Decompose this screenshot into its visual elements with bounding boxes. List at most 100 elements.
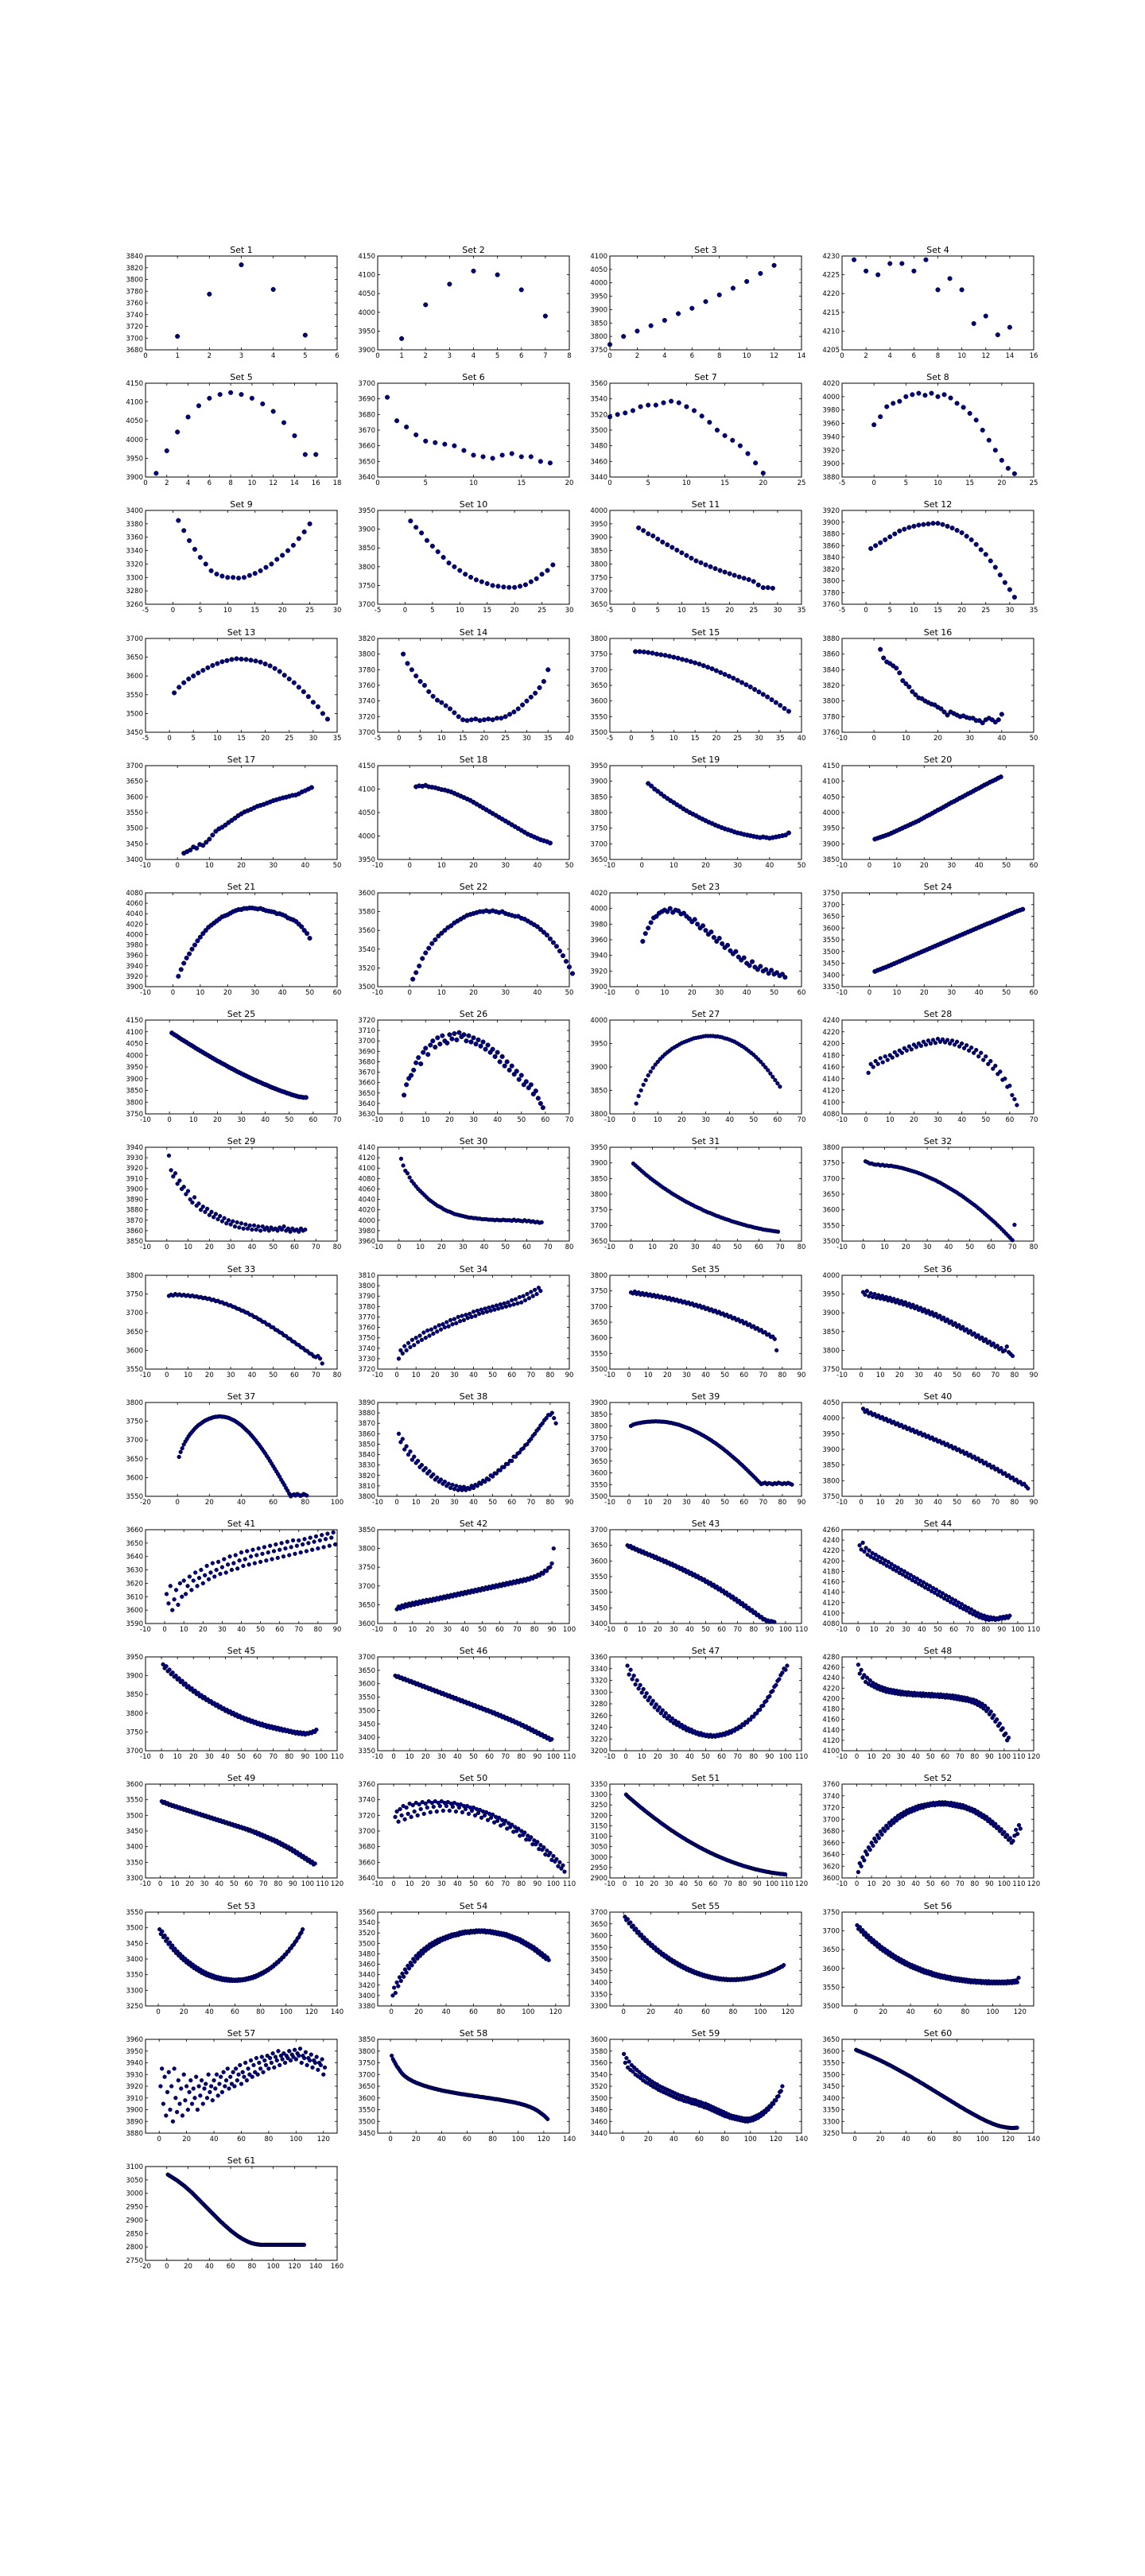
data-point <box>926 1309 931 1313</box>
y-tick-label: 3940 <box>126 1144 143 1152</box>
data-point <box>181 1578 186 1583</box>
y-tick-label: 3700 <box>358 1038 375 1046</box>
x-tick-label: 30 <box>755 735 763 743</box>
x-tick-label: 60 <box>485 1753 494 1761</box>
data-point <box>396 1356 402 1361</box>
y-tick-label: 3980 <box>822 407 840 415</box>
data-point <box>523 1079 529 1084</box>
data-point <box>688 659 693 665</box>
plot-title: Set 41 <box>227 1519 256 1529</box>
x-tick-label: -10 <box>372 989 383 997</box>
data-point <box>303 1227 308 1232</box>
y-tick-label: 4100 <box>590 253 607 261</box>
subplot-32: Set 32-10 0 10 20 30 40 50 60 70 8035003550360036… <box>822 1136 1038 1251</box>
data-point <box>258 1228 263 1233</box>
data-point <box>544 933 549 938</box>
y-tick-label: 3750 <box>590 574 607 582</box>
x-tick-label: 10 <box>205 862 214 870</box>
x-tick-label: 70 <box>759 1371 767 1379</box>
y-tick-label: 3500 <box>590 1366 607 1374</box>
x-tick-label: 5 <box>495 352 499 360</box>
data-point <box>926 1038 931 1043</box>
y-tick-label: 3940 <box>590 952 607 960</box>
data-point <box>324 716 331 722</box>
data-point <box>868 1061 873 1066</box>
subplot-4: Set 40 2 4 6 8 10 12 14 164205421042154220422542… <box>822 245 1038 360</box>
data-point <box>185 414 191 420</box>
data-point <box>954 401 960 406</box>
y-tick-label: 3700 <box>590 1527 607 1534</box>
plot-frame <box>609 765 802 860</box>
data-point <box>433 440 438 445</box>
data-point <box>200 843 206 848</box>
y-tick-label: 3620 <box>126 1580 143 1588</box>
x-tick-label: 30 <box>450 1499 459 1507</box>
data-point <box>550 940 556 945</box>
data-point <box>270 409 276 414</box>
x-tick-label: 40 <box>453 1753 462 1761</box>
x-tick-label: 100 <box>315 1753 328 1761</box>
data-point <box>770 585 775 591</box>
y-tick-label: 3760 <box>358 1325 375 1333</box>
data-point <box>385 394 390 400</box>
data-point <box>910 689 915 694</box>
data-point <box>495 272 500 277</box>
x-tick-label: 10 <box>933 479 942 487</box>
data-point <box>260 1551 265 1556</box>
data-point <box>945 523 950 529</box>
data-point <box>477 718 483 724</box>
data-point <box>949 1319 954 1324</box>
data-point <box>404 425 409 430</box>
data-point <box>484 1309 490 1314</box>
data-point <box>736 574 742 580</box>
plot-title: Set 35 <box>692 1264 720 1274</box>
y-tick-label: 4100 <box>358 272 375 280</box>
data-point <box>254 1553 259 1558</box>
x-tick-label: 20 <box>469 989 478 997</box>
data-point <box>980 1335 984 1340</box>
data-point <box>183 1681 188 1686</box>
data-point <box>401 1163 406 1168</box>
y-tick-label: 3900 <box>126 983 143 991</box>
data-point <box>903 394 909 399</box>
data-point <box>522 1298 528 1303</box>
data-point <box>712 566 718 572</box>
data-point <box>661 400 666 405</box>
data-point <box>883 1294 889 1300</box>
y-tick-label: 3800 <box>358 564 375 572</box>
data-point <box>947 1041 953 1046</box>
y-tick-label: 3560 <box>590 380 607 388</box>
plot-title: Set 31 <box>692 1136 720 1146</box>
data-point <box>648 323 654 328</box>
data-point <box>499 1053 505 1059</box>
data-point <box>270 1557 274 1562</box>
x-tick-label: 15 <box>965 479 974 487</box>
x-tick-label: 50 <box>269 1243 278 1251</box>
data-point <box>547 840 553 846</box>
data-point <box>185 1584 190 1589</box>
y-tick-label: 3950 <box>590 762 607 770</box>
y-tick-label: 3360 <box>590 1654 607 1662</box>
x-tick-label: 1 <box>175 352 179 360</box>
plot-title: Set 38 <box>460 1391 488 1402</box>
y-tick-label: 3550 <box>126 809 143 817</box>
x-tick-label: 60 <box>739 1371 748 1379</box>
x-tick-label: 80 <box>981 1626 990 1634</box>
data-point <box>404 1082 409 1088</box>
x-tick-label: 50 <box>469 1753 478 1761</box>
data-point <box>930 521 936 526</box>
y-tick-label: 3860 <box>822 542 840 550</box>
data-point <box>679 657 685 662</box>
data-point <box>778 703 783 708</box>
data-point <box>928 1041 933 1046</box>
data-point <box>517 584 523 589</box>
data-point <box>737 443 743 448</box>
data-point <box>305 931 310 937</box>
data-point <box>758 964 763 969</box>
y-tick-label: 3650 <box>822 1191 840 1199</box>
plot-title: Set 13 <box>227 627 256 638</box>
data-point <box>534 924 540 929</box>
y-tick-label: 3850 <box>590 793 607 801</box>
y-tick-label: 3460 <box>590 458 607 466</box>
y-tick-label: 3950 <box>126 1654 143 1662</box>
